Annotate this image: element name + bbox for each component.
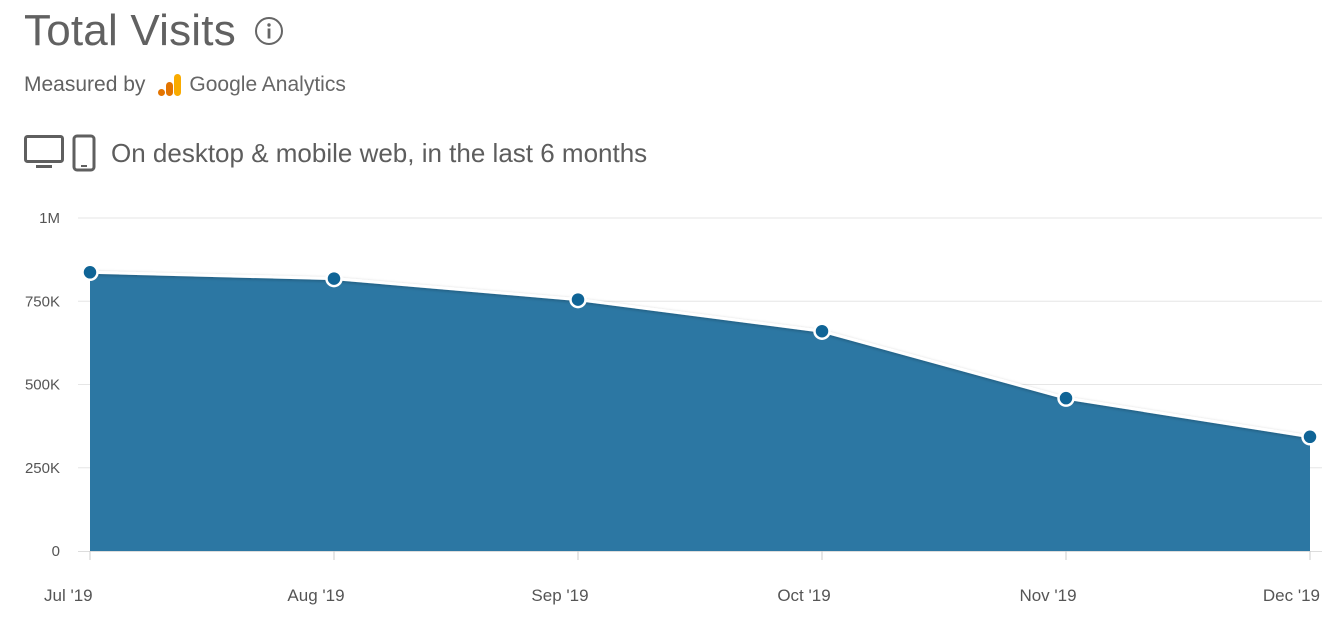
google-analytics-logo-icon xyxy=(158,74,182,96)
data-point[interactable] xyxy=(813,322,831,340)
measured-by-label: Measured by xyxy=(24,73,146,96)
data-point[interactable] xyxy=(1301,428,1319,446)
y-tick-label: 0 xyxy=(52,543,60,560)
info-icon[interactable] xyxy=(254,16,284,46)
data-point[interactable] xyxy=(81,263,99,282)
x-tick-label: Oct '19 xyxy=(777,586,830,605)
y-tick-label: 1M xyxy=(39,210,60,227)
measured-by: Measured by Google Analytics xyxy=(24,72,346,98)
x-tick-label: Aug '19 xyxy=(287,586,344,605)
desktop-icon xyxy=(24,135,64,168)
scope-text: On desktop & mobile web, in the last 6 m… xyxy=(111,137,648,168)
area-fill xyxy=(90,272,1310,551)
y-tick-label: 250K xyxy=(25,460,60,477)
device-scope: On desktop & mobile web, in the last 6 m… xyxy=(24,134,647,172)
x-tick-label: Nov '19 xyxy=(1019,586,1076,605)
data-point[interactable] xyxy=(569,290,587,309)
markers xyxy=(81,263,1319,446)
x-tick-label: Dec '19 xyxy=(1263,586,1320,605)
chart-title: Total Visits xyxy=(24,6,236,55)
area-series xyxy=(89,270,1311,551)
x-tick-label: Jul '19 xyxy=(44,586,93,605)
provider-name: Google Analytics xyxy=(189,73,346,96)
chart-header: Total Visits xyxy=(24,6,284,56)
y-tick-label: 500K xyxy=(25,377,60,394)
area-chart: 0 250K 500K 750K 1M Jul '19 Aug '19 Sep '19 Oct … xyxy=(25,210,1322,605)
x-tick-label: Sep '19 xyxy=(531,586,588,605)
y-tick-label: 750K xyxy=(25,293,60,310)
data-point[interactable] xyxy=(325,269,343,288)
series-line xyxy=(89,270,1311,439)
data-point[interactable] xyxy=(1057,389,1075,407)
mobile-icon xyxy=(72,134,96,172)
axes: 0 250K 500K 750K 1M Jul '19 Aug '19 Sep '19 Oct … xyxy=(25,210,1322,605)
